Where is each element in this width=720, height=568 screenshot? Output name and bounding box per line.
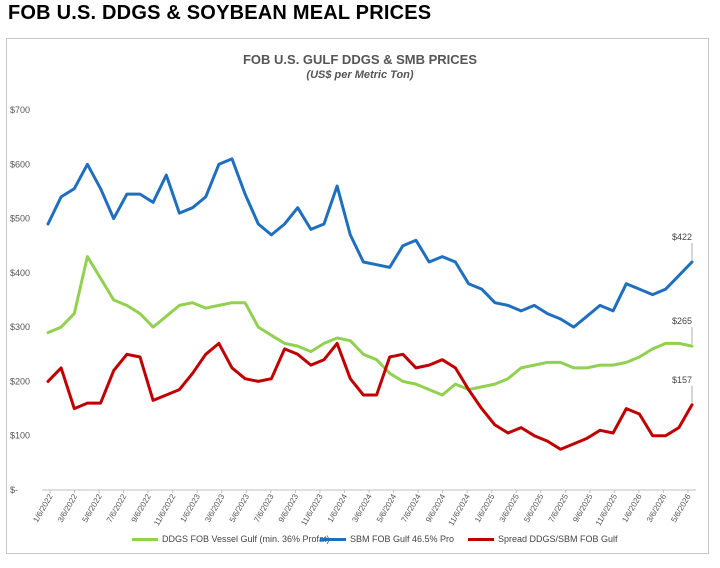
legend-label-sbm: SBM FOB Gulf 46.5% Pro [350,534,455,544]
legend-swatch-spread [468,537,494,541]
x-tick-label: 5/6/2024 [375,492,399,524]
x-tick-label: 11/6/2025 [594,492,620,527]
x-tick-label: 3/6/2025 [498,492,522,524]
x-tick-label: 3/6/2023 [203,492,227,524]
legend-swatch-sbm [320,537,346,541]
x-tick-label: 9/6/2022 [130,492,154,524]
chart-title: FOB U.S. GULF DDGS & SMB PRICES [242,52,477,67]
y-tick-label: $300 [10,322,30,332]
y-tick-label: $100 [10,431,30,441]
x-tick-label: 3/6/2022 [56,492,80,524]
y-tick-label: $500 [10,214,30,224]
x-tick-label: 11/6/2024 [447,492,473,527]
x-tick-label: 1/6/2025 [473,492,497,524]
x-tick-label: 7/6/2023 [252,492,276,524]
x-tick-label: 9/6/2025 [571,492,595,524]
legend-item-ddgs: DDGS FOB Vessel Gulf (min. 36% Profat) [132,534,330,544]
x-tick-label: 5/6/2026 [669,492,693,524]
x-tick-label: 5/6/2025 [522,492,546,524]
chart-subtitle: (US$ per Metric Ton) [306,69,414,81]
y-tick-label: $- [10,485,18,495]
x-tick-label: 11/6/2022 [152,492,178,527]
page-title: FOB U.S. DDGS & SOYBEAN MEAL PRICES [8,2,432,24]
legend-swatch-ddgs [132,537,158,541]
x-tick-label: 3/6/2024 [350,492,374,524]
x-tick-label: 5/6/2022 [80,492,104,524]
y-tick-label: $700 [10,105,30,115]
chart-legend: DDGS FOB Vessel Gulf (min. 36% Profat) S… [0,534,720,550]
x-tick-label: 3/6/2026 [645,492,669,524]
end-label-sbm: $422 [672,232,692,242]
end-label-spread: $157 [672,375,692,385]
x-tick-label: 7/6/2022 [105,492,129,524]
chart-frame [6,38,709,554]
x-tick-label: 7/6/2024 [399,492,423,524]
x-tick-label: 9/6/2023 [277,492,301,524]
x-tick-label: 11/6/2023 [299,492,325,527]
y-tick-label: $600 [10,159,30,169]
x-tick-label: 1/6/2022 [31,492,55,524]
legend-item-sbm: SBM FOB Gulf 46.5% Pro [320,534,454,544]
x-tick-label: 1/6/2024 [326,492,350,524]
series-line-sbm [46,157,694,329]
legend-label-spread: Spread DDGS/SBM FOB Gulf [498,534,618,544]
series-line-ddgs [46,255,694,397]
x-tick-label: 7/6/2025 [547,492,571,524]
y-tick-label: $200 [10,376,30,386]
x-tick-label: 9/6/2024 [424,492,448,524]
end-label-ddgs: $265 [672,316,692,326]
x-tick-label: 1/6/2026 [620,492,644,524]
legend-label-ddgs: DDGS FOB Vessel Gulf (min. 36% Profat) [162,534,330,544]
series-line-spread [46,341,694,451]
y-tick-label: $400 [10,268,30,278]
x-tick-label: 5/6/2023 [228,492,252,524]
legend-item-spread: Spread DDGS/SBM FOB Gulf [468,534,618,544]
x-tick-label: 1/6/2023 [179,492,203,524]
